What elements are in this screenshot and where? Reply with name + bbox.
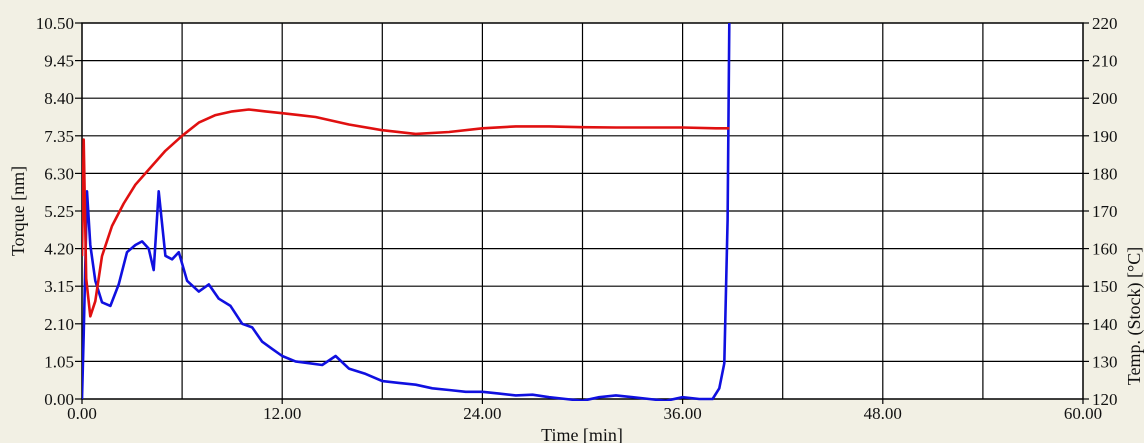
series-line-temp-stock bbox=[82, 108, 730, 318]
y2-tick-label: 190 bbox=[1092, 127, 1118, 146]
y2-tick-label: 220 bbox=[1092, 14, 1118, 33]
y2-tick-label: 160 bbox=[1092, 240, 1118, 259]
y2-tick-label: 130 bbox=[1092, 352, 1118, 371]
x-tick-label: 48.00 bbox=[864, 404, 902, 423]
x-tick-label: 0.00 bbox=[67, 404, 97, 423]
x-tick-label: 12.00 bbox=[263, 404, 301, 423]
y2-tick-label: 150 bbox=[1092, 277, 1118, 296]
x-tick-label: 60.00 bbox=[1064, 404, 1102, 423]
x-axis-title: Time [min] bbox=[541, 425, 623, 443]
x-axis-ticks: 0.00 12.00 24.00 36.00 48.00 60.00 bbox=[67, 399, 1102, 423]
y2-tick-label: 180 bbox=[1092, 164, 1118, 183]
series-line-torque bbox=[82, 22, 731, 401]
y-tick-label: 4.20 bbox=[44, 240, 74, 259]
y-tick-label: 10.50 bbox=[36, 14, 74, 33]
y-tick-label: 0.00 bbox=[44, 390, 74, 409]
y2-tick-label: 170 bbox=[1092, 202, 1118, 221]
x-tick-label: 36.00 bbox=[663, 404, 701, 423]
y-axis-title: Torque [nm] bbox=[8, 166, 28, 256]
series-layer bbox=[82, 22, 731, 401]
y2-tick-label: 200 bbox=[1092, 89, 1118, 108]
y2-axis-title: Temp. (Stock) [°C] bbox=[1124, 247, 1144, 385]
y-tick-label: 2.10 bbox=[44, 315, 74, 334]
x-tick-label: 24.00 bbox=[463, 404, 501, 423]
y-tick-label: 5.25 bbox=[44, 202, 74, 221]
y-axis-ticks: 0.00 1.05 2.10 3.15 4.20 5.25 6.30 7.35 8.40 9.45… bbox=[36, 14, 82, 409]
y-tick-label: 7.35 bbox=[44, 127, 74, 146]
y2-axis-ticks: 120 130 140 150 160 170 180 190 200 210 220 bbox=[1083, 14, 1118, 409]
y2-tick-label: 210 bbox=[1092, 52, 1118, 71]
y-tick-label: 1.05 bbox=[44, 352, 74, 371]
grid-lines bbox=[82, 23, 1083, 399]
y-tick-label: 6.30 bbox=[44, 164, 74, 183]
y-tick-label: 3.15 bbox=[44, 277, 74, 296]
y2-tick-label: 140 bbox=[1092, 315, 1118, 334]
y-tick-label: 8.40 bbox=[44, 89, 74, 108]
y2-tick-label: 120 bbox=[1092, 390, 1118, 409]
y-tick-label: 9.45 bbox=[44, 52, 74, 71]
